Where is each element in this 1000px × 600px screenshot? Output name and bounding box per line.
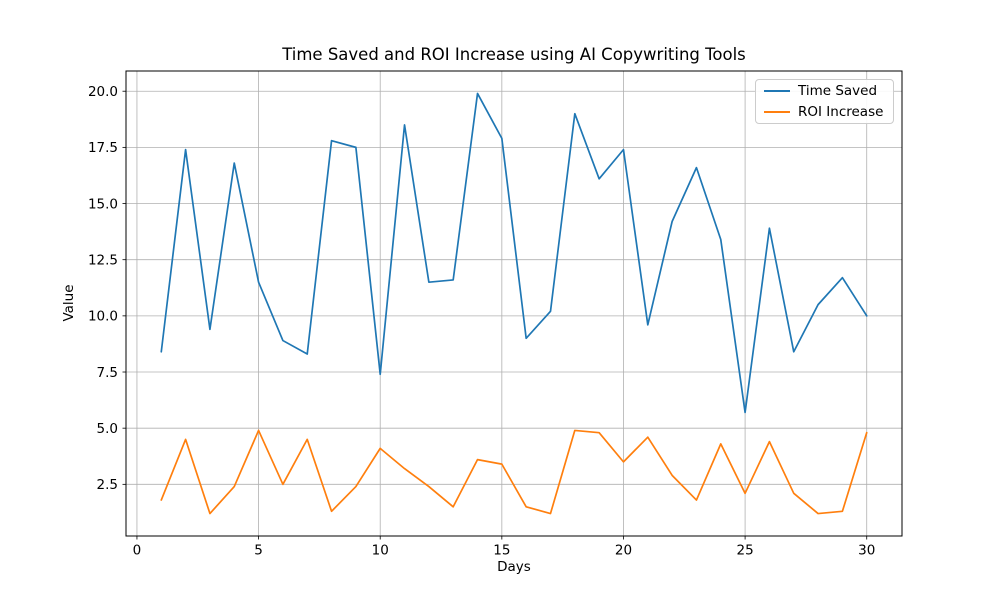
y-tick-label: 7.5 <box>97 365 118 381</box>
x-tick-label: 30 <box>858 543 875 559</box>
y-tick-label: 12.5 <box>88 252 118 268</box>
y-tick-label: 10.0 <box>88 309 118 325</box>
y-axis-label: Value <box>61 284 77 322</box>
x-axis-label: Days <box>497 559 531 575</box>
y-tick-label: 17.5 <box>88 140 118 156</box>
series-line-time-saved <box>160 92 868 414</box>
x-tick-label: 0 <box>133 543 142 559</box>
y-tick-label: 20.0 <box>88 84 118 100</box>
y-tick-label: 2.5 <box>97 477 118 493</box>
x-tick-label: 20 <box>615 543 632 559</box>
chart-title: Time Saved and ROI Increase using AI Cop… <box>282 45 746 64</box>
legend-label: ROI Increase <box>798 103 884 120</box>
legend: Time Saved ROI Increase <box>755 79 894 124</box>
y-tick-label: 5.0 <box>97 421 118 437</box>
legend-line-swatch-orange <box>764 110 790 113</box>
plot-frame <box>125 70 903 537</box>
series-line-roi-increase <box>160 429 868 515</box>
x-tick-label: 15 <box>493 543 510 559</box>
x-tick-label: 5 <box>254 543 263 559</box>
x-tick-label: 10 <box>372 543 389 559</box>
legend-line-swatch-blue <box>764 90 790 93</box>
legend-entry-time-saved: Time Saved <box>764 83 885 99</box>
y-tick-label: 15.0 <box>88 196 118 212</box>
legend-entry-roi-increase: ROI Increase <box>764 104 885 120</box>
x-tick-label: 25 <box>737 543 754 559</box>
legend-label: Time Saved <box>798 83 878 100</box>
